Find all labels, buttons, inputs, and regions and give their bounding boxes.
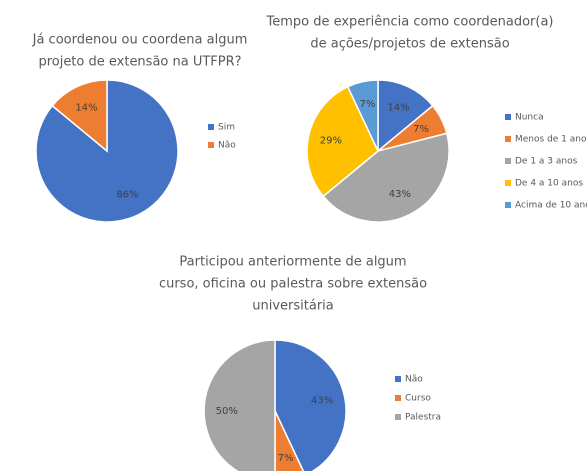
legend-swatch xyxy=(505,136,511,142)
legend-label: Curso xyxy=(405,394,431,404)
legend-label: Sim xyxy=(218,123,235,133)
legend-swatch xyxy=(395,376,401,382)
pie-slice xyxy=(322,132,450,223)
data-label: 7% xyxy=(278,453,294,464)
chart-title: de ações/projetos de extensão xyxy=(310,37,509,52)
legend-label: De 4 a 10 anos xyxy=(515,179,583,189)
legend-swatch xyxy=(208,142,214,148)
chart-title: Já coordenou ou coordena algum xyxy=(32,33,248,48)
legend-swatch xyxy=(505,180,511,186)
chart-title: Tempo de experiência como coordenador(a) xyxy=(265,15,553,30)
legend-swatch xyxy=(395,414,401,420)
legend-label: Não xyxy=(218,141,236,151)
data-label: 14% xyxy=(387,102,409,113)
legend-swatch xyxy=(505,158,511,164)
data-label: 43% xyxy=(389,189,411,200)
chart-title: curso, oficina ou palestra sobre extensã… xyxy=(159,277,427,292)
legend-label: Acima de 10 anos xyxy=(515,201,587,211)
legend-swatch xyxy=(208,124,214,130)
chart-title: Participou anteriormente de algum xyxy=(179,255,406,270)
chart-title: universitária xyxy=(252,299,334,314)
pie-slice xyxy=(203,339,276,471)
data-label: 43% xyxy=(311,395,333,406)
legend-label: De 1 a 3 anos xyxy=(515,157,578,167)
chart-title: projeto de extensão na UTFPR? xyxy=(38,55,241,70)
legend-swatch xyxy=(505,202,511,208)
pie-slice xyxy=(377,79,434,153)
pie-slice xyxy=(274,339,347,471)
legend-label: Palestra xyxy=(405,413,441,423)
data-label: 14% xyxy=(75,102,97,113)
legend-label: Menos de 1 ano xyxy=(515,135,587,145)
pie-slice xyxy=(274,410,305,471)
pie-slice xyxy=(51,79,108,153)
legend-label: Não xyxy=(405,375,423,385)
data-label: 7% xyxy=(413,124,429,135)
legend-swatch xyxy=(505,114,511,120)
data-label: 7% xyxy=(360,99,376,110)
data-label: 86% xyxy=(116,190,138,201)
legend-label: Nunca xyxy=(515,113,544,123)
legend-swatch xyxy=(395,395,401,401)
data-label: 29% xyxy=(320,135,342,146)
data-label: 50% xyxy=(216,406,238,417)
pie-slice xyxy=(346,79,379,152)
